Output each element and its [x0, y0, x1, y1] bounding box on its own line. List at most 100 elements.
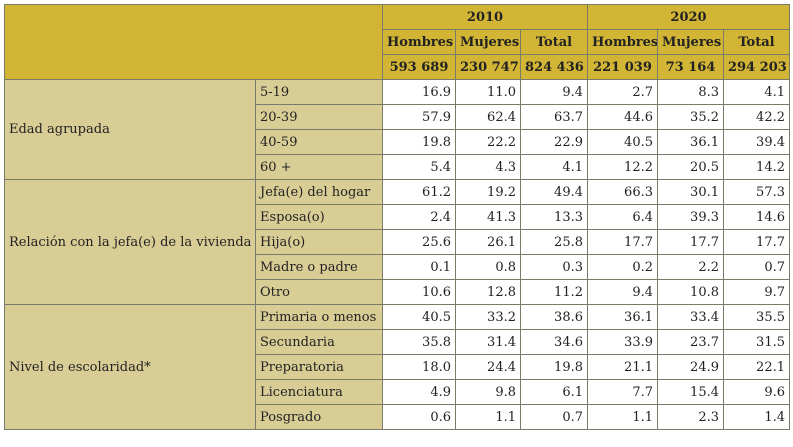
corner-cell — [4, 4, 383, 80]
column-header: Hombres — [382, 29, 456, 55]
table-row: 40-59 19.8 22.2 22.9 40.5 36.1 39.4 — [5, 129, 790, 155]
value-cell: 0.7 — [723, 254, 790, 280]
value-cell: 22.1 — [723, 354, 790, 380]
table-row: Hombres Mujeres Total Hombres Mujeres Total — [5, 29, 790, 55]
table-row: Preparatoria 18.0 24.4 19.8 21.1 24.9 22.1 — [5, 354, 790, 380]
row-label: Preparatoria — [255, 354, 383, 380]
value-cell: 12.8 — [455, 279, 521, 305]
column-header: Total — [723, 29, 790, 55]
value-cell: 19.2 — [455, 179, 521, 205]
value-cell: 61.2 — [382, 179, 456, 205]
value-cell: 4.9 — [382, 379, 456, 405]
value-cell: 38.6 — [520, 304, 588, 330]
value-cell: 0.3 — [520, 254, 588, 280]
row-label: 5-19 — [255, 79, 383, 105]
value-cell: 0.7 — [520, 404, 588, 430]
value-cell: 1.1 — [455, 404, 521, 430]
value-cell: 33.9 — [587, 329, 658, 355]
table-row: 20-39 57.9 62.4 63.7 44.6 35.2 42.2 — [5, 104, 790, 130]
value-cell: 4.1 — [520, 154, 588, 180]
value-cell: 63.7 — [520, 104, 588, 130]
value-cell: 49.4 — [520, 179, 588, 205]
table-row: Secundaria 35.8 31.4 34.6 33.9 23.7 31.5 — [5, 329, 790, 355]
value-cell: 26.1 — [455, 229, 521, 255]
table-row: Relación con la jefa(e) de la vivienda Je… — [4, 179, 790, 305]
value-cell: 33.2 — [455, 304, 521, 330]
table-row: Nivel de escolaridad* Primaria o menos 40.… — [4, 304, 790, 430]
row-label: Posgrado — [255, 404, 383, 430]
table-row: 593 689 230 747 824 436 221 039 73 164 294 20… — [5, 54, 790, 80]
value-cell: 36.1 — [657, 129, 724, 155]
value-cell: 24.9 — [657, 354, 724, 380]
value-cell: 24.4 — [455, 354, 521, 380]
value-cell: 9.6 — [723, 379, 790, 405]
value-cell: 6.1 — [520, 379, 588, 405]
value-cell: 30.1 — [657, 179, 724, 205]
row-label: Madre o padre — [255, 254, 383, 280]
table-row: Otro 10.6 12.8 11.2 9.4 10.8 9.7 — [5, 279, 790, 305]
row-label: Jefa(e) del hogar — [255, 179, 383, 205]
value-cell: 41.3 — [455, 204, 521, 230]
value-cell: 17.7 — [587, 229, 658, 255]
value-cell: 11.2 — [520, 279, 588, 305]
value-cell: 25.6 — [382, 229, 456, 255]
value-cell: 9.4 — [587, 279, 658, 305]
total-cell: 294 203 — [723, 54, 790, 80]
row-label: 20-39 — [255, 104, 383, 130]
value-cell: 9.8 — [455, 379, 521, 405]
total-cell: 593 689 — [382, 54, 456, 80]
value-cell: 7.7 — [587, 379, 658, 405]
value-cell: 21.1 — [587, 354, 658, 380]
column-header: Mujeres — [657, 29, 724, 55]
column-header: Mujeres — [455, 29, 521, 55]
year-header: 2020 — [587, 4, 790, 30]
value-cell: 14.2 — [723, 154, 790, 180]
value-cell: 22.2 — [455, 129, 521, 155]
total-cell: 221 039 — [587, 54, 658, 80]
row-label: Hija(o) — [255, 229, 383, 255]
table-row: Edad agrupada 5-19 16.9 11.0 9.4 2.7 8.3 4.1 — [4, 79, 790, 180]
total-cell: 73 164 — [657, 54, 724, 80]
value-cell: 1.1 — [587, 404, 658, 430]
value-cell: 19.8 — [382, 129, 456, 155]
value-cell: 39.4 — [723, 129, 790, 155]
value-cell: 4.3 — [455, 154, 521, 180]
value-cell: 6.4 — [587, 204, 658, 230]
column-header: Hombres — [587, 29, 658, 55]
value-cell: 40.5 — [382, 304, 456, 330]
section-label: Relación con la jefa(e) de la vivienda — [4, 179, 256, 305]
table-row: Madre o padre 0.1 0.8 0.3 0.2 2.2 0.7 — [5, 254, 790, 280]
value-cell: 40.5 — [587, 129, 658, 155]
total-cell: 824 436 — [520, 54, 588, 80]
value-cell: 9.4 — [520, 79, 588, 105]
value-cell: 35.5 — [723, 304, 790, 330]
value-cell: 66.3 — [587, 179, 658, 205]
value-cell: 11.0 — [455, 79, 521, 105]
value-cell: 19.8 — [520, 354, 588, 380]
value-cell: 0.8 — [455, 254, 521, 280]
value-cell: 35.2 — [657, 104, 724, 130]
value-cell: 13.3 — [520, 204, 588, 230]
value-cell: 16.9 — [382, 79, 456, 105]
value-cell: 14.6 — [723, 204, 790, 230]
value-cell: 4.1 — [723, 79, 790, 105]
value-cell: 12.2 — [587, 154, 658, 180]
value-cell: 9.7 — [723, 279, 790, 305]
value-cell: 0.2 — [587, 254, 658, 280]
value-cell: 31.4 — [455, 329, 521, 355]
table-row: 60 +5.4 4.3 4.1 12.2 20.5 14.2 — [5, 154, 790, 180]
value-cell: 23.7 — [657, 329, 724, 355]
row-label: 60 + — [255, 154, 383, 180]
table-row: Posgrado 0.6 1.1 0.7 1.1 2.3 1.4 — [5, 404, 790, 430]
value-cell: 2.2 — [657, 254, 724, 280]
value-cell: 10.6 — [382, 279, 456, 305]
row-label: Esposa(o) — [255, 204, 383, 230]
data-table: 2010 2020 Hombres Mujeres Total Hombres Mujere… — [4, 4, 790, 430]
table-row: Licenciatura 4.9 9.8 6.1 7.7 15.4 9.6 — [5, 379, 790, 405]
value-cell: 62.4 — [455, 104, 521, 130]
value-cell: 2.4 — [382, 204, 456, 230]
value-cell: 8.3 — [657, 79, 724, 105]
value-cell: 44.6 — [587, 104, 658, 130]
value-cell: 33.4 — [657, 304, 724, 330]
